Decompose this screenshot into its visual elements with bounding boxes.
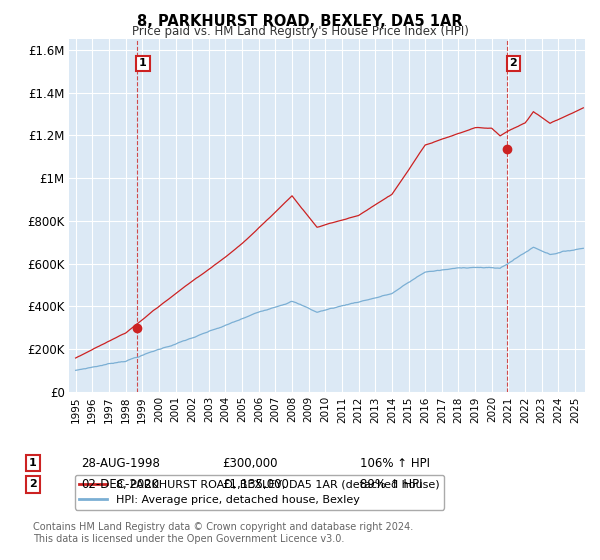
Legend: 8, PARKHURST ROAD, BEXLEY, DA5 1AR (detached house), HPI: Average price, detache: 8, PARKHURST ROAD, BEXLEY, DA5 1AR (deta… xyxy=(74,475,444,510)
Text: 8, PARKHURST ROAD, BEXLEY, DA5 1AR: 8, PARKHURST ROAD, BEXLEY, DA5 1AR xyxy=(137,14,463,29)
Text: 2: 2 xyxy=(29,479,37,489)
Text: £300,000: £300,000 xyxy=(222,456,277,470)
Text: 1: 1 xyxy=(139,58,147,68)
Text: £1,135,000: £1,135,000 xyxy=(222,478,289,491)
Text: 2: 2 xyxy=(509,58,517,68)
Text: 02-DEC-2020: 02-DEC-2020 xyxy=(81,478,159,491)
Text: 1: 1 xyxy=(29,458,37,468)
Text: 89% ↑ HPI: 89% ↑ HPI xyxy=(360,478,422,491)
Text: 106% ↑ HPI: 106% ↑ HPI xyxy=(360,456,430,470)
Text: Contains HM Land Registry data © Crown copyright and database right 2024.
This d: Contains HM Land Registry data © Crown c… xyxy=(33,522,413,544)
Text: 28-AUG-1998: 28-AUG-1998 xyxy=(81,456,160,470)
Text: Price paid vs. HM Land Registry's House Price Index (HPI): Price paid vs. HM Land Registry's House … xyxy=(131,25,469,38)
